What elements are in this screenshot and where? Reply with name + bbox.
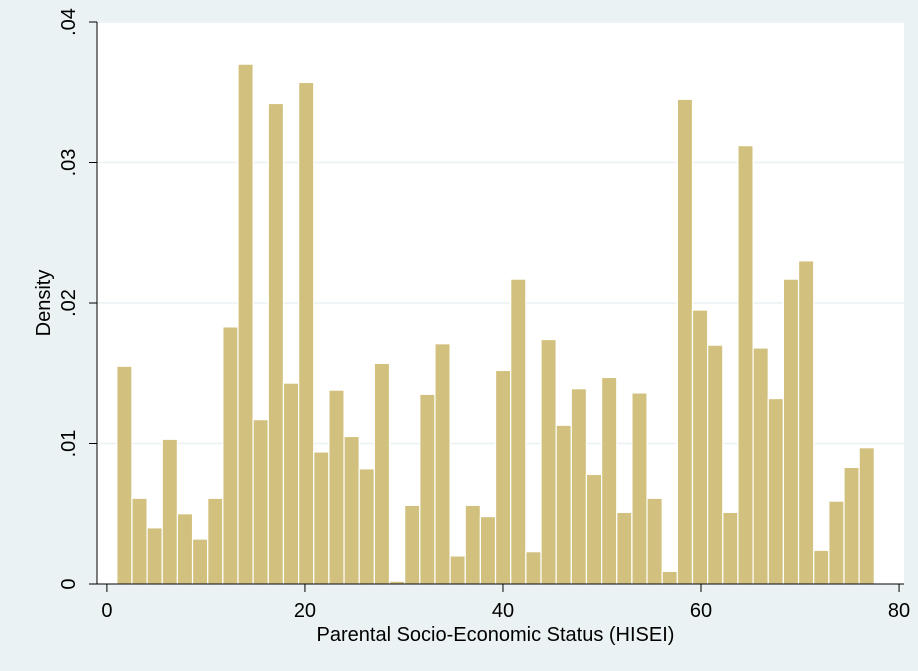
histogram-bar	[358, 468, 375, 585]
histogram-bar	[646, 497, 663, 585]
histogram-bar	[373, 362, 391, 585]
x-tick-label: 60	[690, 600, 712, 622]
histogram-bar	[722, 511, 739, 585]
histogram-bar	[116, 365, 133, 585]
histogram-bar	[146, 527, 163, 585]
y-tick-label: 0	[58, 578, 80, 589]
x-axis-title: Parental Socio-Economic Status (HISEI)	[317, 624, 675, 646]
histogram-bar	[252, 419, 269, 585]
histogram-bar	[449, 555, 466, 585]
histogram-bar	[479, 515, 497, 585]
y-axis-title: Density	[33, 270, 55, 337]
histogram-bar	[298, 81, 315, 585]
histogram-bar	[813, 549, 830, 585]
histogram-bar	[797, 260, 815, 585]
histogram-bar	[161, 438, 179, 585]
histogram-bar	[843, 466, 860, 585]
y-tick-label: .03	[58, 149, 80, 177]
histogram-bar	[222, 326, 239, 585]
histogram-bar	[570, 388, 588, 585]
histogram-bar	[676, 98, 694, 585]
y-tick-label: .02	[58, 289, 80, 317]
histogram-bar	[510, 278, 527, 585]
histogram-bar	[631, 392, 648, 585]
histogram-bar	[828, 500, 845, 585]
x-tick-label: 0	[101, 600, 112, 622]
histogram-bar	[191, 538, 209, 585]
histogram-bar	[737, 145, 754, 585]
histogram-bar	[600, 376, 618, 585]
x-tick-label: 20	[294, 600, 316, 622]
bars	[116, 63, 875, 585]
x-axis: 0 20 40 60 80	[97, 583, 910, 622]
histogram-bar	[207, 497, 224, 585]
histogram-bar	[237, 63, 254, 585]
histogram-bar	[464, 504, 481, 585]
histogram-bar	[313, 451, 330, 585]
histogram-bar	[282, 382, 300, 585]
y-tick-label: .04	[58, 8, 80, 36]
histogram-bar	[661, 570, 678, 585]
histogram-bar	[540, 338, 557, 585]
histogram-bar	[419, 393, 436, 585]
histogram-bar	[555, 424, 572, 585]
histogram-bar	[434, 343, 451, 585]
histogram-bar	[343, 435, 360, 585]
histogram-bar	[782, 278, 800, 585]
histogram-bar	[404, 504, 421, 585]
y-tick-label: .01	[58, 430, 80, 458]
histogram-bar	[328, 389, 345, 585]
y-axis: 0 .01 .02 .03 .04	[58, 8, 98, 590]
histogram-bar	[616, 511, 633, 585]
histogram-bar	[176, 513, 194, 585]
histogram-bar	[267, 102, 285, 585]
histogram-bar	[691, 309, 709, 585]
histogram-bar	[858, 447, 875, 585]
histogram-bar	[131, 497, 148, 585]
histogram-bar	[494, 369, 512, 585]
histogram-bar	[767, 397, 784, 585]
histogram-bar	[525, 551, 542, 585]
histogram-bar	[707, 344, 724, 585]
x-tick-label: 80	[888, 600, 910, 622]
x-tick-label: 40	[492, 600, 514, 622]
histogram-bar	[585, 473, 603, 585]
histogram-bar	[752, 347, 769, 585]
